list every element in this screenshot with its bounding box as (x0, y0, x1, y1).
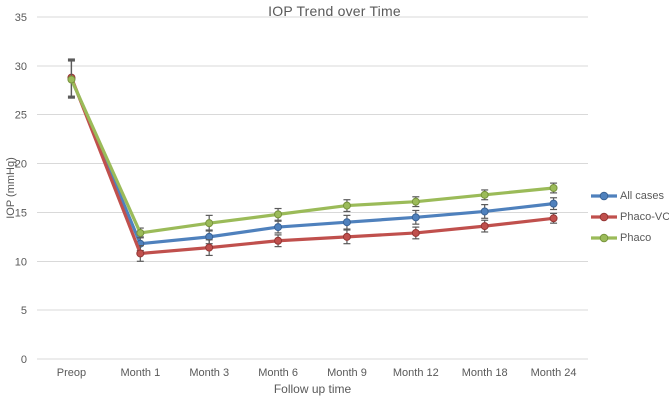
data-point-marker (342, 201, 351, 210)
x-category-label: Month 18 (462, 367, 508, 379)
chart-title: IOP Trend over Time (268, 3, 401, 19)
y-tick-label: 0 (21, 354, 27, 366)
y-tick-label: 30 (15, 61, 27, 73)
y-tick-label: 35 (15, 12, 27, 24)
data-point-marker (136, 228, 145, 237)
data-point-marker (411, 228, 420, 237)
data-point-marker (411, 197, 420, 206)
y-tick-label: 15 (15, 207, 27, 219)
series-line (69, 77, 556, 235)
series-line (69, 76, 556, 246)
x-category-label: Month 24 (531, 367, 577, 379)
y-tick-label: 5 (21, 305, 27, 317)
data-point-marker (274, 210, 283, 219)
x-category-label: Preop (57, 367, 86, 379)
data-point-marker (480, 207, 489, 216)
legend-label: All cases (620, 189, 665, 202)
legend-line-marker-icon (591, 233, 617, 242)
data-point-marker (205, 243, 214, 252)
series-line (69, 75, 556, 256)
legend-entry: Phaco (590, 227, 669, 248)
x-category-label: Month 12 (393, 367, 439, 379)
data-point-marker (411, 213, 420, 222)
x-category-label: Month 9 (327, 367, 367, 379)
data-point-marker (274, 223, 283, 232)
data-point-marker (274, 236, 283, 245)
y-axis-title: IOP (mmHg) (5, 157, 17, 219)
data-point-marker (549, 199, 558, 208)
y-tick-label: 20 (15, 159, 27, 171)
x-category-label: Month 1 (120, 367, 160, 379)
legend-marker-dot (599, 212, 609, 221)
x-axis-title: Follow up time (273, 382, 352, 396)
data-point-marker (136, 249, 145, 258)
legend-label: Phaco-VCST (620, 210, 669, 223)
x-category-label: Month 6 (258, 367, 298, 379)
legend-label: Phaco (620, 231, 652, 244)
data-point-marker (342, 218, 351, 227)
data-point-marker (480, 190, 489, 199)
data-point-marker (549, 214, 558, 223)
y-tick-label: 25 (15, 110, 27, 122)
x-category-label: Month 3 (189, 367, 229, 379)
y-tick-label: 10 (15, 256, 27, 268)
legend-marker-dot (599, 233, 609, 242)
legend: All cases Phaco-VCST Phaco (590, 185, 669, 248)
legend-line-marker-icon (591, 212, 617, 221)
data-point-marker (480, 222, 489, 231)
legend-line-marker-icon (591, 191, 617, 200)
legend-entry: Phaco-VCST (590, 206, 669, 227)
data-point-marker (67, 75, 76, 84)
data-point-marker (549, 184, 558, 192)
data-point-marker (342, 232, 351, 241)
data-point-marker (205, 219, 214, 228)
legend-marker-dot (599, 191, 609, 200)
legend-entry: All cases (590, 185, 669, 206)
